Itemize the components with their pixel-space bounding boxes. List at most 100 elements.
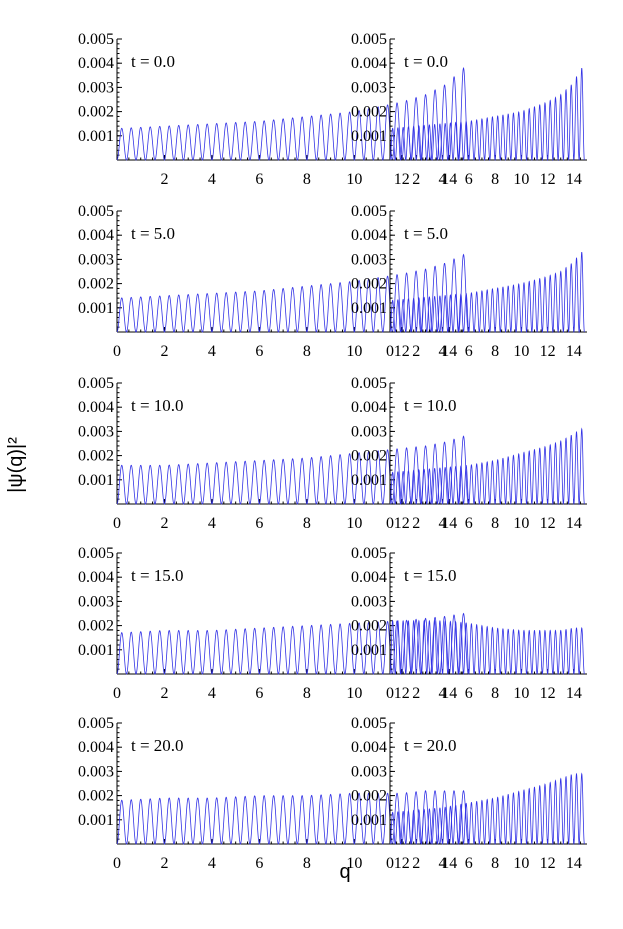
x-tick-label: 12 bbox=[540, 515, 556, 532]
x-tick-label: 4 bbox=[208, 515, 216, 532]
x-tick-label: 10 bbox=[346, 171, 362, 188]
y-tick-label: 0.001 bbox=[351, 812, 387, 829]
panel: 0.001 0.002 0.003 0.004 0.005 0 2 4 6 8 10 12 14 t = … bbox=[78, 545, 473, 702]
x-tick-label: 12 bbox=[540, 685, 556, 702]
x-tick-label: 4 bbox=[208, 343, 216, 360]
time-label: t = 5.0 bbox=[131, 224, 175, 243]
panel: 0.001 0.002 0.003 0.004 0.005 0 2 4 6 8 10 12 14 t = … bbox=[78, 375, 473, 532]
y-tick-label: 0.001 bbox=[78, 128, 114, 145]
y-tick-label: 0.002 bbox=[78, 448, 114, 465]
y-tick-label: 0.002 bbox=[78, 276, 114, 293]
x-tick-label: 14 bbox=[441, 855, 457, 872]
y-tick-label: 0.001 bbox=[78, 300, 114, 317]
y-tick-label: 0.003 bbox=[351, 593, 387, 610]
y-axis-label: |ψ(q)|² bbox=[5, 437, 27, 493]
x-tick-label: 6 bbox=[465, 515, 473, 532]
x-tick-label: 8 bbox=[303, 685, 311, 702]
y-tick-label: 0.003 bbox=[78, 251, 114, 268]
y-tick-label: 0.003 bbox=[78, 763, 114, 780]
y-tick-label: 0.004 bbox=[351, 399, 387, 416]
x-tick-label: 12 bbox=[540, 171, 556, 188]
x-tick-label: 4 bbox=[439, 855, 447, 872]
x-tick-label: 4 bbox=[439, 171, 447, 188]
x-tick-label: 2 bbox=[160, 685, 168, 702]
x-tick-label: 6 bbox=[465, 855, 473, 872]
y-tick-label: 0.003 bbox=[351, 251, 387, 268]
y-tick-label: 0.001 bbox=[78, 812, 114, 829]
x-tick-label: 8 bbox=[491, 685, 499, 702]
y-tick-label: 0.001 bbox=[351, 642, 387, 659]
panel-grid: 0.001 0.002 0.003 0.004 0.005 2 4 6 8 10 12 14 t = 0… bbox=[78, 31, 587, 872]
x-tick-label: 2 bbox=[412, 171, 420, 188]
y-tick-label: 0.004 bbox=[351, 739, 387, 756]
y-tick-label: 0.004 bbox=[78, 227, 114, 244]
panel: 0.001 0.002 0.003 0.004 0.005 0 2 4 6 8 10 12 14 t = … bbox=[351, 203, 587, 360]
time-label: t = 0.0 bbox=[404, 52, 448, 71]
x-tick-label: 14 bbox=[441, 171, 457, 188]
x-tick-label: 0 bbox=[386, 515, 394, 532]
x-tick-label: 12 bbox=[394, 515, 410, 532]
time-label: t = 10.0 bbox=[404, 396, 457, 415]
y-tick-label: 0.005 bbox=[351, 545, 387, 562]
x-tick-label: 4 bbox=[439, 343, 447, 360]
y-tick-label: 0.002 bbox=[351, 276, 387, 293]
x-tick-label: 12 bbox=[394, 343, 410, 360]
psi-curve bbox=[116, 66, 469, 161]
x-tick-label: 0 bbox=[113, 515, 121, 532]
x-tick-label: 12 bbox=[394, 685, 410, 702]
x-tick-label: 8 bbox=[491, 343, 499, 360]
x-tick-label: 14 bbox=[566, 685, 582, 702]
y-tick-label: 0.001 bbox=[78, 472, 114, 489]
panel: 0.001 0.002 0.003 0.004 0.005 0 2 4 6 8 10 12 14 t = … bbox=[351, 375, 587, 532]
y-tick-label: 0.001 bbox=[351, 472, 387, 489]
psi-curve bbox=[389, 67, 585, 162]
x-tick-label: 10 bbox=[346, 855, 362, 872]
y-tick-label: 0.003 bbox=[351, 79, 387, 96]
x-tick-label: 6 bbox=[465, 685, 473, 702]
y-tick-label: 0.005 bbox=[351, 31, 387, 48]
y-tick-label: 0.003 bbox=[78, 423, 114, 440]
x-tick-label: 8 bbox=[491, 171, 499, 188]
psi-curve bbox=[116, 612, 469, 675]
x-tick-label: 14 bbox=[566, 855, 582, 872]
x-tick-label: 12 bbox=[540, 343, 556, 360]
x-tick-label: 2 bbox=[412, 685, 420, 702]
x-tick-label: 8 bbox=[491, 855, 499, 872]
y-tick-label: 0.004 bbox=[351, 569, 387, 586]
x-tick-label: 6 bbox=[465, 343, 473, 360]
x-tick-label: 4 bbox=[439, 515, 447, 532]
psi-curve bbox=[389, 252, 585, 334]
x-tick-label: 6 bbox=[255, 515, 263, 532]
time-label: t = 15.0 bbox=[404, 566, 457, 585]
y-tick-label: 0.002 bbox=[351, 104, 387, 121]
x-tick-label: 14 bbox=[566, 343, 582, 360]
x-tick-label: 2 bbox=[160, 515, 168, 532]
x-tick-label: 14 bbox=[566, 515, 582, 532]
x-tick-label: 2 bbox=[160, 343, 168, 360]
y-tick-label: 0.003 bbox=[351, 423, 387, 440]
y-tick-label: 0.005 bbox=[351, 203, 387, 220]
x-tick-label: 10 bbox=[513, 171, 529, 188]
y-tick-label: 0.005 bbox=[351, 375, 387, 392]
y-tick-label: 0.004 bbox=[78, 739, 114, 756]
x-tick-label: 2 bbox=[412, 855, 420, 872]
y-tick-label: 0.005 bbox=[78, 31, 114, 48]
y-tick-label: 0.004 bbox=[78, 55, 114, 72]
panel: 0.001 0.002 0.003 0.004 0.005 0 2 4 6 8 10 12 14 t = … bbox=[78, 715, 473, 872]
time-label: t = 15.0 bbox=[131, 566, 184, 585]
x-tick-label: 6 bbox=[255, 343, 263, 360]
time-label: t = 20.0 bbox=[404, 736, 457, 755]
x-tick-label: 2 bbox=[412, 343, 420, 360]
y-tick-label: 0.005 bbox=[78, 203, 114, 220]
y-tick-label: 0.005 bbox=[78, 715, 114, 732]
y-tick-label: 0.005 bbox=[351, 715, 387, 732]
y-tick-label: 0.002 bbox=[78, 618, 114, 635]
y-tick-label: 0.002 bbox=[351, 788, 387, 805]
x-tick-label: 6 bbox=[465, 171, 473, 188]
y-tick-label: 0.003 bbox=[78, 79, 114, 96]
x-tick-label: 12 bbox=[394, 171, 410, 188]
x-tick-label: 0 bbox=[386, 855, 394, 872]
y-tick-label: 0.005 bbox=[78, 375, 114, 392]
psi-curve bbox=[389, 772, 585, 846]
x-tick-label: 0 bbox=[113, 685, 121, 702]
